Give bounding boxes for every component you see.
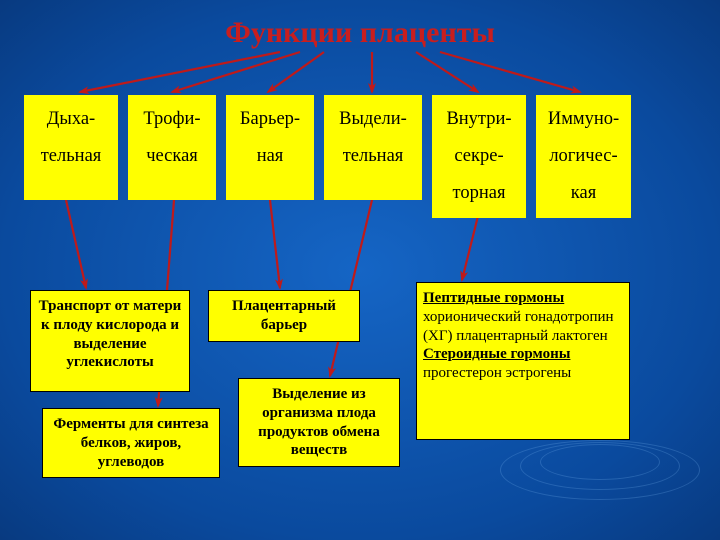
- function-line: Трофи-: [130, 101, 214, 138]
- function-box-f5: Внутри-секре-торная: [432, 95, 526, 218]
- description-box-d2: Ферменты для синтеза белков, жиров, угле…: [42, 408, 220, 478]
- arrow: [80, 52, 280, 92]
- function-line: ная: [228, 138, 312, 175]
- description-box-d4: Выделение из организма плода продуктов о…: [238, 378, 400, 467]
- diagram-title: Функции плаценты: [0, 16, 720, 50]
- function-box-f3: Барьер-ная: [226, 95, 314, 200]
- function-line: Барьер-: [228, 101, 312, 138]
- function-line: кая: [538, 175, 629, 212]
- function-box-f1: Дыха-тельная: [24, 95, 118, 200]
- function-line: Выдели-: [326, 101, 420, 138]
- function-line: логичес-: [538, 138, 629, 175]
- function-box-f4: Выдели-тельная: [324, 95, 422, 200]
- function-line: Дыха-: [26, 101, 116, 138]
- function-box-f6: Иммуно-логичес-кая: [536, 95, 631, 218]
- function-line: торная: [434, 175, 524, 212]
- arrow: [330, 200, 372, 376]
- function-line: Иммуно-: [538, 101, 629, 138]
- decor-ripple: [500, 440, 700, 500]
- function-box-f2: Трофи-ческая: [128, 95, 216, 200]
- description-box-d5: Пептидные гормоны хорионический гонадотр…: [416, 282, 630, 440]
- arrow: [66, 200, 86, 288]
- arrow: [416, 52, 478, 92]
- arrow: [172, 52, 300, 92]
- arrow: [268, 52, 324, 92]
- function-line: секре-: [434, 138, 524, 175]
- arrow: [270, 200, 280, 288]
- arrow: [440, 52, 580, 92]
- function-line: тельная: [26, 138, 116, 175]
- function-line: ческая: [130, 138, 214, 175]
- function-line: Внутри-: [434, 101, 524, 138]
- description-box-d3: Плацентарный барьер: [208, 290, 360, 342]
- description-box-d1: Транспорт от матери к плоду кислорода и …: [30, 290, 190, 392]
- arrow: [462, 216, 478, 280]
- function-line: тельная: [326, 138, 420, 175]
